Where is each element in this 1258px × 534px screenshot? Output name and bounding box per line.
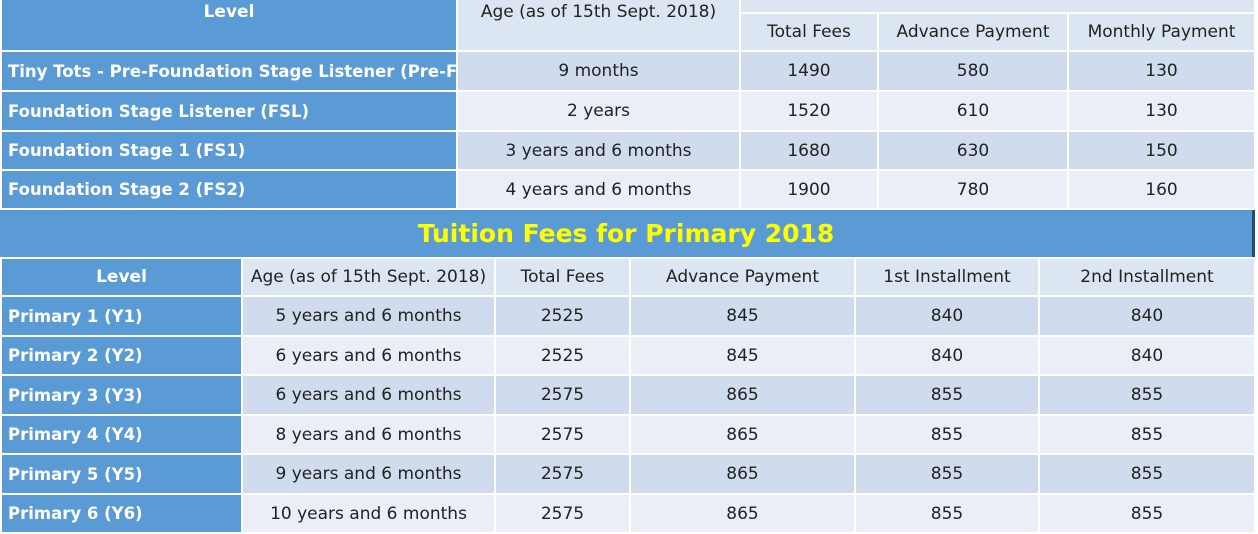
table-row: Primary 6 (Y6) 10 years and 6 months 257… [0, 493, 1256, 534]
row-age: 2 years [456, 90, 741, 132]
table-row: Primary 5 (Y5) 9 years and 6 months 2575… [0, 453, 1256, 495]
row-total: 2575 [494, 493, 631, 534]
row-total: 1520 [739, 90, 879, 132]
row-monthly: 160 [1066, 169, 1257, 210]
row-second-installment: 840 [1038, 295, 1256, 337]
row-first-installment: 840 [854, 295, 1040, 337]
preschool-header-age: Age (as of 15th Sept. 2018) [456, 0, 741, 52]
row-advance: 630 [877, 130, 1069, 171]
row-advance: 865 [629, 374, 856, 416]
row-total: 1680 [739, 130, 879, 171]
row-age: 9 years and 6 months [241, 453, 496, 495]
row-level: Primary 5 (Y5) [0, 453, 243, 495]
row-level: Primary 4 (Y4) [0, 414, 243, 455]
row-age: 10 years and 6 months [241, 493, 496, 534]
row-level: Primary 3 (Y3) [0, 374, 243, 416]
primary-header-first-installment: 1st Installment [854, 257, 1040, 297]
row-level: Foundation Stage 2 (FS2) [0, 169, 458, 210]
preschool-header-total: Total Fees [739, 12, 879, 52]
preschool-header-monthly: Monthly Payment [1066, 12, 1257, 52]
row-age: 4 years and 6 months [456, 169, 741, 210]
row-advance: 610 [877, 90, 1069, 132]
row-second-installment: 855 [1038, 453, 1256, 495]
preschool-header-level: Level [0, 0, 458, 52]
row-age: 9 months [456, 50, 741, 92]
row-second-installment: 855 [1038, 493, 1256, 534]
table-row: Tiny Tots - Pre-Foundation Stage Listene… [0, 50, 1257, 92]
row-first-installment: 840 [854, 335, 1040, 376]
row-first-installment: 855 [854, 493, 1040, 534]
preschool-fees-table: Level Age (as of 15th Sept. 2018) Total … [0, 0, 1257, 210]
primary-section-title: Tuition Fees for Primary 2018 [0, 210, 1252, 258]
row-total: 2575 [494, 453, 631, 495]
row-level: Foundation Stage Listener (FSL) [0, 90, 458, 132]
row-first-installment: 855 [854, 453, 1040, 495]
row-second-installment: 840 [1038, 335, 1256, 376]
primary-header-age: Age (as of 15th Sept. 2018) [241, 257, 496, 297]
row-age: 5 years and 6 months [241, 295, 496, 337]
row-total: 2525 [494, 295, 631, 337]
row-second-installment: 855 [1038, 374, 1256, 416]
table-row: Foundation Stage 1 (FS1) 3 years and 6 m… [0, 130, 1257, 171]
row-age: 8 years and 6 months [241, 414, 496, 455]
row-advance: 865 [629, 453, 856, 495]
table-row: Primary 3 (Y3) 6 years and 6 months 2575… [0, 374, 1256, 416]
row-age: 6 years and 6 months [241, 374, 496, 416]
table-row: Primary 4 (Y4) 8 years and 6 months 2575… [0, 414, 1256, 455]
row-level: Primary 1 (Y1) [0, 295, 243, 337]
row-advance: 865 [629, 414, 856, 455]
row-monthly: 130 [1066, 50, 1257, 92]
row-monthly: 150 [1066, 130, 1257, 171]
table-row: Primary 2 (Y2) 6 years and 6 months 2525… [0, 335, 1256, 376]
row-level: Tiny Tots - Pre-Foundation Stage Listene… [0, 50, 458, 92]
table-row: Primary 1 (Y1) 5 years and 6 months 2525… [0, 295, 1256, 337]
row-advance: 780 [877, 169, 1069, 210]
row-second-installment: 855 [1038, 414, 1256, 455]
row-advance: 845 [629, 335, 856, 376]
row-monthly: 130 [1066, 90, 1257, 132]
primary-header-total: Total Fees [494, 257, 631, 297]
primary-header-level: Level [0, 257, 243, 297]
preschool-header-spacer [738, 0, 1257, 14]
preschool-header-advance: Advance Payment [877, 12, 1069, 52]
row-total: 2525 [494, 335, 631, 376]
row-level: Primary 6 (Y6) [0, 493, 243, 534]
primary-header-advance: Advance Payment [629, 257, 856, 297]
row-total: 1900 [739, 169, 879, 210]
row-level: Primary 2 (Y2) [0, 335, 243, 376]
row-total: 2575 [494, 374, 631, 416]
row-level: Foundation Stage 1 (FS1) [0, 130, 458, 171]
table-row: Foundation Stage Listener (FSL) 2 years … [0, 90, 1257, 132]
primary-header-second-installment: 2nd Installment [1038, 257, 1256, 297]
row-age: 3 years and 6 months [456, 130, 741, 171]
row-total: 2575 [494, 414, 631, 455]
row-advance: 580 [877, 50, 1069, 92]
row-first-installment: 855 [854, 414, 1040, 455]
row-total: 1490 [739, 50, 879, 92]
row-advance: 865 [629, 493, 856, 534]
table-row: Foundation Stage 2 (FS2) 4 years and 6 m… [0, 169, 1257, 210]
row-first-installment: 855 [854, 374, 1040, 416]
primary-fees-table: Level Age (as of 15th Sept. 2018) Total … [0, 257, 1256, 534]
row-advance: 845 [629, 295, 856, 337]
row-age: 6 years and 6 months [241, 335, 496, 376]
